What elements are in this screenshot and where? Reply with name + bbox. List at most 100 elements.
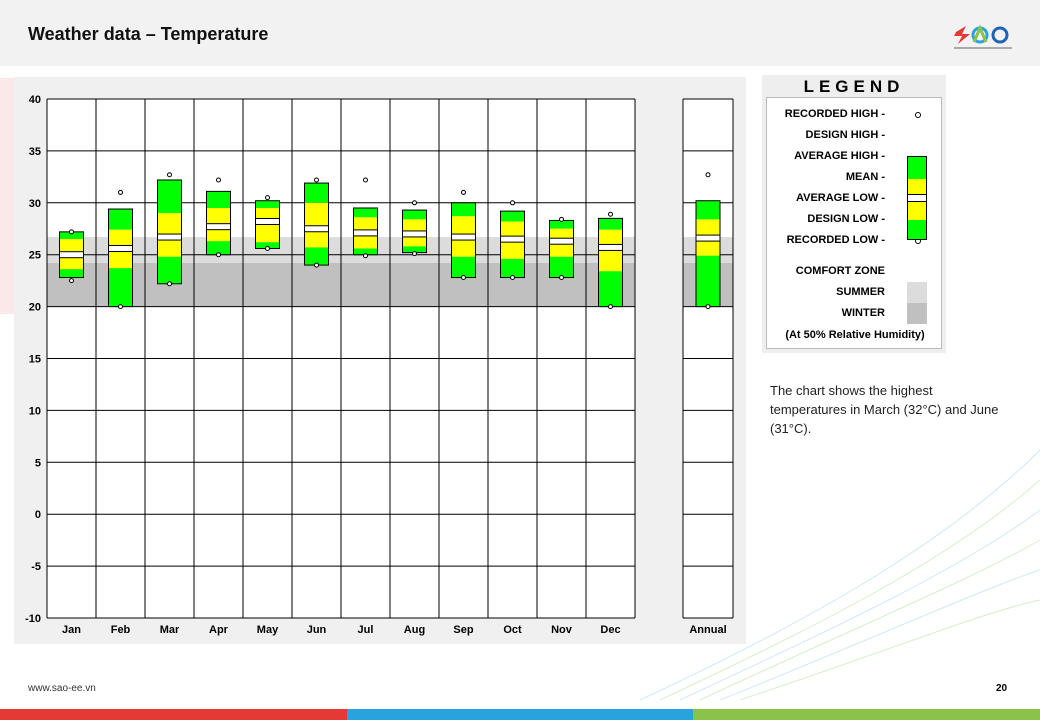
- decorative-waves: [640, 449, 1040, 700]
- y-tick-label: 15: [29, 354, 41, 366]
- y-tick-label: 10: [29, 405, 41, 417]
- recorded-low-point: [608, 304, 613, 310]
- bar-design-high-segment: [500, 211, 525, 222]
- legend-note: (At 50% Relative Humidity): [785, 329, 925, 341]
- bar-design-high-segment: [206, 191, 231, 208]
- footer-url: www.sao-ee.vn: [28, 683, 96, 694]
- summer-swatch: [907, 282, 927, 303]
- legend-comfort-zone: COMFORT ZONE: [795, 265, 885, 277]
- bar-design-low-segment: [255, 242, 280, 249]
- x-tick-label: Mar: [160, 624, 180, 636]
- recorded-low-point: [510, 275, 515, 281]
- bar-mean-marker: [598, 243, 623, 251]
- recorded-high-point: [363, 177, 368, 183]
- recorded-high-point: [118, 189, 123, 195]
- sao-logo: [954, 24, 1012, 49]
- slide-header: [0, 0, 1040, 66]
- recorded-high-marker-icon: [915, 112, 921, 118]
- y-tick-label: 30: [29, 198, 41, 210]
- side-accent: [0, 78, 14, 314]
- recorded-high-point: [412, 200, 417, 206]
- recorded-high-point: [559, 216, 564, 222]
- x-tick-label: May: [257, 624, 279, 636]
- bar-design-high-segment: [255, 200, 280, 208]
- recorded-high-point: [314, 177, 319, 183]
- x-tick-label: Jan: [62, 624, 81, 636]
- recorded-low-point: [363, 253, 368, 259]
- winter-swatch: [907, 303, 927, 324]
- legend: LEGEND RECORDED HIGH - DESIGN HIGH - AVE…: [762, 75, 946, 353]
- recorded-high-point: [265, 195, 270, 201]
- bar-design-low-segment: [157, 256, 182, 284]
- recorded-low-point: [167, 281, 172, 287]
- bar-mean-marker: [206, 223, 231, 231]
- bar-design-low-segment: [206, 241, 231, 255]
- legend-average-high: AVERAGE HIGH -: [794, 150, 885, 162]
- chart-panel: 40 35 30 25 20 15 10 5 0 -5 -10 Jan Feb Mar Apr May Jun J…: [14, 77, 746, 644]
- bar-design-low-segment: [304, 247, 329, 266]
- recorded-high-point: [69, 229, 74, 235]
- legend-summer: SUMMER: [836, 286, 885, 298]
- legend-mean: MEAN -: [845, 171, 885, 183]
- recorded-low-point: [69, 278, 74, 284]
- recorded-low-point: [559, 275, 564, 281]
- bar-design-high-segment: [451, 202, 476, 217]
- bar-design-high-segment: [549, 220, 574, 229]
- bar-mean-marker: [304, 225, 329, 233]
- legend-title: LEGEND: [803, 77, 905, 96]
- x-tick-label: Nov: [551, 624, 573, 636]
- x-tick-label: Jul: [358, 624, 374, 636]
- legend-design-high: DESIGN HIGH -: [805, 129, 885, 141]
- recorded-high-point: [167, 172, 172, 178]
- temperature-chart: 40 35 30 25 20 15 10 5 0 -5 -10 Jan Feb Mar Apr May Jun J…: [25, 94, 734, 636]
- bar-mean-marker: [500, 235, 525, 243]
- bar-design-high-segment: [304, 183, 329, 203]
- x-tick-label: Sep: [453, 624, 473, 636]
- recorded-low-point: [461, 275, 466, 281]
- bar-mean-marker: [59, 251, 84, 259]
- chart-description: The chart shows the highest temperatures…: [770, 383, 999, 436]
- legend-average-low: AVERAGE LOW -: [795, 192, 885, 204]
- bar-design-low-segment: [598, 271, 623, 307]
- bar-design-high-segment: [696, 200, 720, 220]
- legend-range-bar: [907, 156, 927, 240]
- x-tick-label: Apr: [209, 624, 229, 636]
- bar-design-low-segment: [59, 269, 84, 278]
- bar-design-high-segment: [402, 210, 427, 220]
- footer-bar-red: [0, 709, 347, 720]
- x-tick-label: Aug: [404, 624, 425, 636]
- y-tick-label: -10: [25, 613, 41, 625]
- legend-design-low: DESIGN LOW -: [807, 213, 885, 225]
- y-tick-label: 25: [29, 250, 41, 262]
- legend-recorded-high: RECORDED HIGH -: [784, 108, 885, 120]
- bar-design-low-segment: [353, 248, 378, 255]
- recorded-low-point: [705, 304, 711, 310]
- bar-mean-marker: [108, 244, 133, 252]
- bar-design-high-segment: [157, 179, 182, 214]
- bar-design-low-segment: [696, 255, 720, 307]
- x-tick-label: Dec: [600, 624, 620, 636]
- recorded-high-point: [608, 211, 613, 217]
- legend-recorded-low: RECORDED LOW -: [786, 234, 885, 246]
- y-tick-label: 20: [29, 302, 41, 314]
- y-tick-label: -5: [31, 561, 41, 573]
- x-tick-label: Jun: [307, 624, 327, 636]
- recorded-high-point: [216, 177, 221, 183]
- legend-winter: WINTER: [841, 307, 885, 319]
- recorded-high-point: [461, 189, 466, 195]
- footer-bar-green: [693, 709, 1040, 720]
- legend-panel: RECORDED HIGH - DESIGN HIGH - AVERAGE HI…: [766, 97, 942, 349]
- x-tick-label: Annual: [689, 624, 726, 636]
- footer-bar-blue: [347, 709, 693, 720]
- x-tick-label: Oct: [503, 624, 522, 636]
- bar-design-low-segment: [402, 246, 427, 253]
- page-number: 20: [996, 683, 1008, 694]
- bar-design-low-segment: [500, 258, 525, 278]
- bar-mean-marker: [402, 230, 427, 238]
- bar-design-low-segment: [108, 268, 133, 307]
- bar-average-segment: [304, 202, 329, 248]
- bar-design-low-segment: [451, 256, 476, 278]
- bar-mean-marker: [157, 233, 182, 241]
- bar-average-segment: [255, 207, 280, 243]
- y-tick-label: 40: [29, 94, 41, 106]
